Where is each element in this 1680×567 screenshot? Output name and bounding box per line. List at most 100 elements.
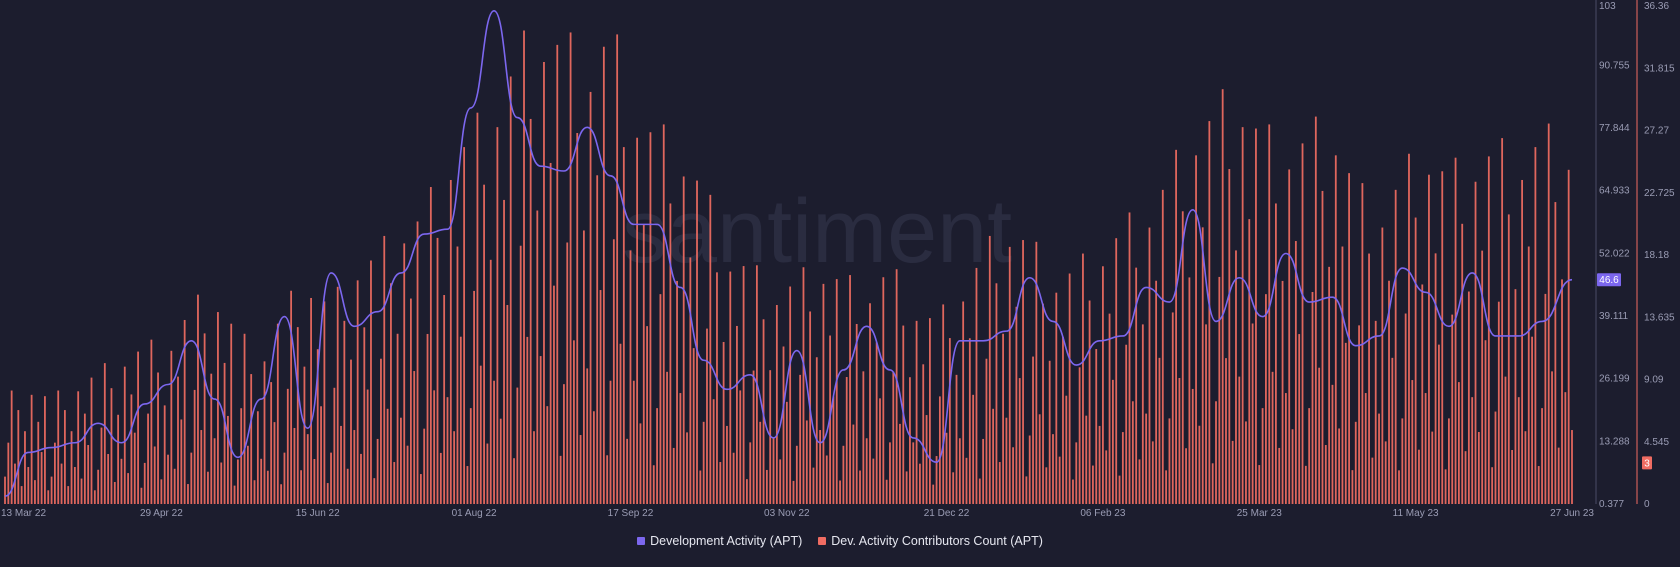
contributors-bar — [160, 479, 163, 504]
contributors-bar — [390, 283, 392, 504]
contributors-bar — [1304, 465, 1307, 504]
contributors-bar — [533, 431, 535, 504]
left-axis-tick-label: 103 — [1599, 1, 1616, 12]
contributors-bar — [1294, 241, 1297, 504]
contributors-bar — [1338, 428, 1341, 504]
contributors-bar — [1537, 466, 1540, 504]
x-axis-tick-label: 11 May 23 — [1393, 508, 1439, 519]
legend-item-development-activity[interactable]: Development Activity (APT) — [637, 534, 802, 548]
contributors-bar — [73, 467, 76, 504]
contributors-bar — [243, 333, 246, 504]
activity-last-value-badge — [1597, 273, 1621, 287]
contributors-bar — [569, 32, 572, 504]
contributors-bar — [1411, 380, 1414, 504]
contributors-bar — [1438, 344, 1440, 504]
contributors-bar — [203, 333, 206, 504]
contributors-bar — [1444, 469, 1447, 504]
contributors-bar — [1165, 470, 1168, 504]
contributors-bar — [559, 455, 562, 504]
contributors-bar — [1055, 292, 1058, 504]
contributors-bar — [190, 452, 193, 504]
contributors-bar — [509, 76, 512, 504]
contributors-bar — [1301, 143, 1304, 504]
contributors-bar — [1042, 303, 1044, 504]
contributors-bar — [449, 179, 452, 505]
contributors-bar — [945, 432, 948, 504]
contributors-bar — [889, 442, 891, 504]
contributors-bar — [805, 420, 808, 504]
contributors-bar — [230, 323, 233, 504]
contributors-bar — [689, 257, 692, 504]
contributors-bar — [380, 358, 382, 504]
contributors-bar — [406, 445, 409, 504]
legend-item-contributors-count[interactable]: Dev. Activity Contributors Count (APT) — [818, 534, 1043, 548]
contributors-bar — [4, 476, 6, 504]
contributors-bar — [649, 132, 652, 505]
contributors-bar — [825, 455, 828, 504]
contributors-bar — [1328, 266, 1331, 504]
left-axis-tick-label: 13.288 — [1599, 436, 1630, 447]
activity-last-value-label: 46.6 — [1599, 275, 1619, 286]
contributors-bar — [513, 458, 515, 504]
contributors-bar — [283, 452, 286, 504]
contributors-bar — [453, 431, 456, 504]
contributors-bar — [632, 380, 635, 504]
contributors-bar — [859, 470, 861, 504]
contributors-bar — [1571, 430, 1573, 504]
contributors-bar — [546, 406, 549, 504]
contributors-bar — [1334, 155, 1337, 504]
contributors-bar — [286, 388, 289, 504]
contributors-bar — [1148, 227, 1151, 504]
contributors-bar — [1268, 124, 1271, 504]
x-axis-tick-label: 01 Aug 22 — [452, 508, 497, 519]
contributors-bar — [652, 465, 655, 504]
contributors-bar — [982, 438, 985, 504]
contributors-bar — [1494, 411, 1497, 504]
contributors-bar — [150, 339, 153, 504]
contributors-bar — [310, 297, 312, 504]
contributors-bar — [639, 423, 642, 504]
contributors-bar — [739, 390, 742, 504]
contributors-bar — [236, 459, 239, 504]
contributors-bar — [1371, 457, 1374, 504]
contributors-bar — [1018, 378, 1021, 504]
contributors-bar — [516, 387, 519, 504]
contributors-bar — [1155, 280, 1158, 504]
contributors-bar — [1388, 280, 1390, 504]
contributors-bar — [692, 348, 695, 504]
x-axis-tick-label: 03 Nov 22 — [764, 508, 810, 519]
contributors-bar — [1178, 377, 1181, 504]
contributors-bar — [1428, 174, 1430, 504]
contributors-bar — [1497, 301, 1500, 504]
contributors-bar — [1418, 449, 1420, 504]
contributors-bar — [582, 230, 585, 504]
contributors-bar — [300, 470, 302, 504]
contributors-bar — [1248, 219, 1251, 504]
contributors-bar — [1384, 441, 1387, 504]
contributors-bar — [1344, 342, 1347, 504]
contributors-bar — [67, 486, 70, 504]
contributors-bar — [998, 462, 1001, 504]
contributors-bar — [1557, 447, 1560, 504]
contributors-bar — [197, 294, 199, 504]
contributors-bar — [666, 371, 668, 504]
contributors-bar — [276, 323, 279, 504]
contributors-bar — [483, 184, 485, 504]
contributors-bar — [1215, 401, 1217, 504]
contributors-bar — [170, 350, 173, 504]
contributors-bar — [1198, 425, 1201, 504]
contributors-bar — [1261, 408, 1264, 504]
contributors-bar — [925, 415, 928, 504]
contributors-bar — [849, 275, 851, 504]
contributors-bar — [815, 357, 818, 504]
contributors-bar — [44, 396, 46, 504]
contributors-bar — [253, 480, 256, 504]
contributors-bar — [506, 305, 509, 504]
left-axis-tick-label: 39.111 — [1599, 311, 1629, 322]
contributors-bar — [1424, 393, 1427, 504]
contributors-bar — [832, 396, 835, 504]
contributors-bar — [885, 479, 888, 504]
contributors-bar — [456, 246, 459, 504]
contributors-bar — [1551, 371, 1553, 504]
contributors-bar — [1381, 227, 1384, 504]
